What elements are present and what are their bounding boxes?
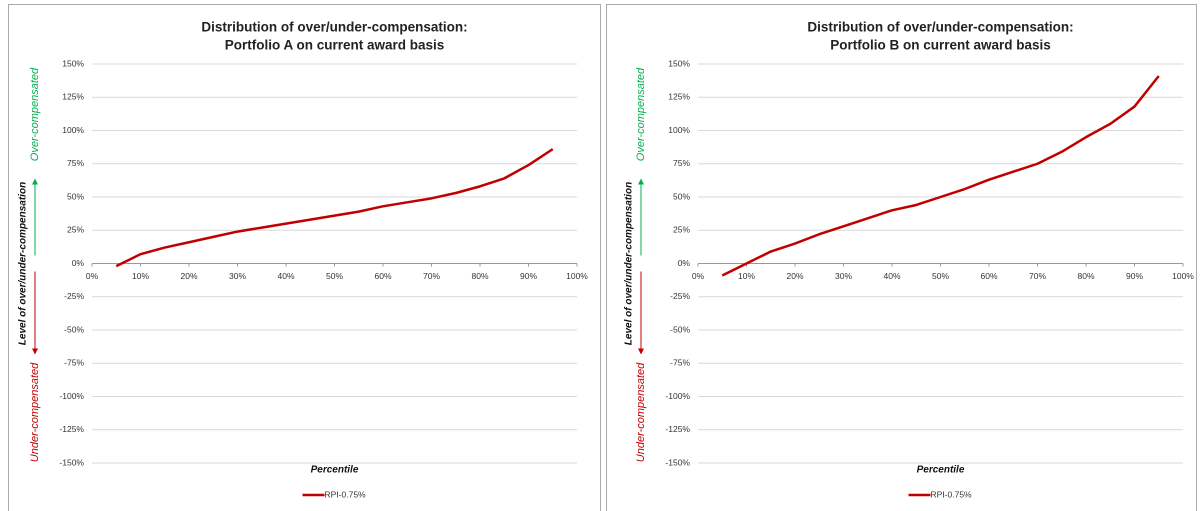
y-axis-title: Level of over/under-compensation xyxy=(18,182,29,345)
legend-label: RPI-0.75% xyxy=(931,489,973,499)
x-tick-label: 100% xyxy=(566,271,588,281)
panel-border xyxy=(8,4,601,511)
y-tick-label: 0% xyxy=(72,258,85,268)
x-tick-label: 20% xyxy=(786,271,803,281)
y-tick-label: 125% xyxy=(62,92,84,102)
y-tick-label: 50% xyxy=(67,191,84,201)
y-tick-label: -150% xyxy=(59,457,84,467)
y-tick-label: 150% xyxy=(62,58,84,68)
legend-label: RPI-0.75% xyxy=(325,489,367,499)
y-tick-label: -150% xyxy=(665,457,690,467)
chart-title: Distribution of over/under-compensation: xyxy=(201,20,467,35)
y-tick-label: 100% xyxy=(62,125,84,135)
annotation-top: Over-compensated xyxy=(29,67,41,161)
y-tick-label: -100% xyxy=(59,391,84,401)
x-tick-label: 60% xyxy=(980,271,997,281)
x-tick-label: 40% xyxy=(277,271,294,281)
y-tick-label: 75% xyxy=(67,158,84,168)
y-tick-label: 125% xyxy=(668,92,690,102)
x-tick-label: 100% xyxy=(1172,271,1194,281)
x-tick-label: 30% xyxy=(835,271,852,281)
y-tick-label: 25% xyxy=(67,225,84,235)
x-tick-label: 90% xyxy=(1126,271,1143,281)
chart-title: Distribution of over/under-compensation: xyxy=(807,20,1073,35)
y-tick-label: -75% xyxy=(64,358,84,368)
x-tick-label: 90% xyxy=(520,271,537,281)
y-tick-label: -50% xyxy=(670,324,690,334)
y-tick-label: -125% xyxy=(59,424,84,434)
panel-border xyxy=(606,4,1197,511)
chart-subtitle: Portfolio A on current award basis xyxy=(225,38,445,53)
x-tick-label: 70% xyxy=(1029,271,1046,281)
x-axis-title: Percentile xyxy=(311,465,359,476)
series-line xyxy=(115,148,554,268)
x-tick-label: 10% xyxy=(738,271,755,281)
series-line xyxy=(721,75,1160,277)
x-tick-label: 0% xyxy=(692,271,705,281)
x-axis-title: Percentile xyxy=(917,465,965,476)
y-tick-label: -50% xyxy=(64,324,84,334)
y-axis-title: Level of over/under-compensation xyxy=(624,182,635,345)
y-tick-label: -100% xyxy=(665,391,690,401)
chart-panel: Distribution of over/under-compensation:… xyxy=(8,4,601,511)
y-tick-label: -75% xyxy=(670,358,690,368)
x-tick-label: 80% xyxy=(471,271,488,281)
y-tick-label: 75% xyxy=(673,158,690,168)
y-tick-label: -25% xyxy=(64,291,84,301)
y-tick-label: 50% xyxy=(673,191,690,201)
x-tick-label: 70% xyxy=(423,271,440,281)
y-tick-label: -125% xyxy=(665,424,690,434)
x-tick-label: 40% xyxy=(883,271,900,281)
annotation-top: Over-compensated xyxy=(635,67,647,161)
y-tick-label: 150% xyxy=(668,58,690,68)
annotation-bottom: Under-compensated xyxy=(635,362,647,462)
x-tick-label: 60% xyxy=(374,271,391,281)
annotation-bottom: Under-compensated xyxy=(29,362,41,462)
x-tick-label: 50% xyxy=(326,271,343,281)
chart-subtitle: Portfolio B on current award basis xyxy=(830,38,1051,53)
x-tick-label: 10% xyxy=(132,271,149,281)
y-tick-label: 100% xyxy=(668,125,690,135)
x-tick-label: 30% xyxy=(229,271,246,281)
y-tick-label: 0% xyxy=(678,258,691,268)
x-tick-label: 80% xyxy=(1077,271,1094,281)
chart-panel: Distribution of over/under-compensation:… xyxy=(606,4,1197,511)
x-tick-label: 0% xyxy=(86,271,99,281)
y-tick-label: 25% xyxy=(673,225,690,235)
x-tick-label: 20% xyxy=(180,271,197,281)
x-tick-label: 50% xyxy=(932,271,949,281)
y-tick-label: -25% xyxy=(670,291,690,301)
